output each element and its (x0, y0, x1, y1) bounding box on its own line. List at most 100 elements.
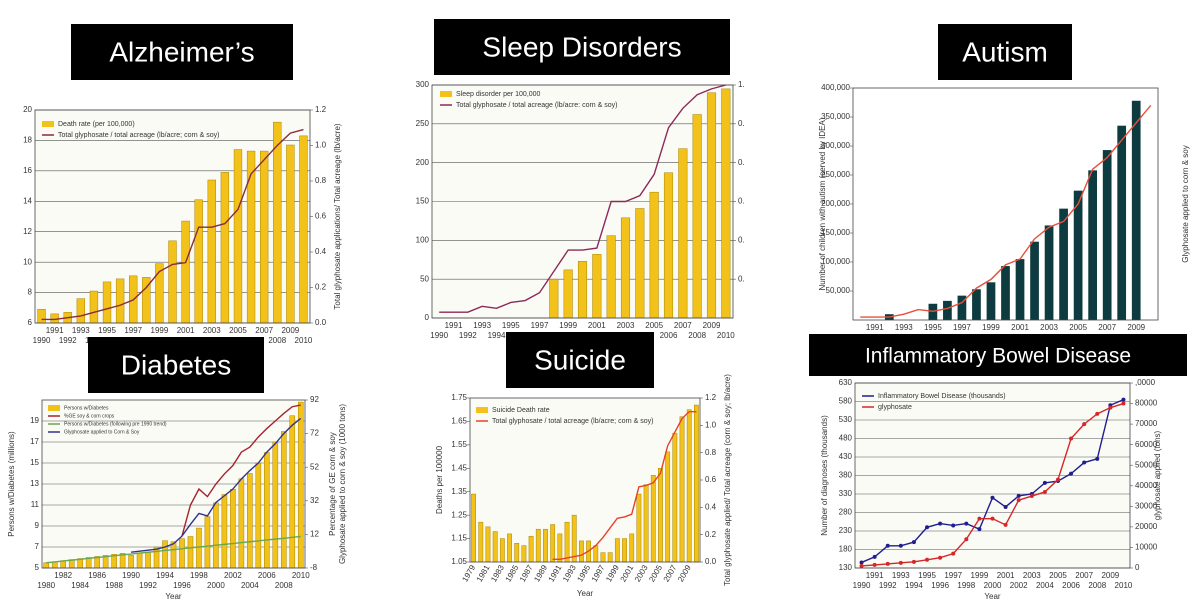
bar (557, 533, 563, 563)
legend-label: Suicide Death rate (492, 407, 550, 414)
bar (563, 269, 573, 319)
line-marker (872, 554, 877, 559)
bar (499, 538, 505, 563)
x-tick-label: 2007 (1098, 323, 1116, 332)
y-tick-label: 380 (839, 471, 853, 480)
chart-title: Inflammatory Bowel Disease (865, 345, 1131, 368)
title-box (506, 332, 654, 388)
y-tick-label: 480 (839, 434, 853, 443)
x-tick-label: 2005 (1069, 323, 1087, 332)
y-tick-label: 5 (35, 563, 40, 572)
line-marker (1055, 477, 1060, 482)
y-tick-label: 400,000 (821, 83, 850, 92)
plot-frame (431, 84, 734, 319)
bar (1117, 125, 1127, 320)
line-marker (898, 560, 903, 565)
line-marker (938, 521, 943, 526)
line-marker (1095, 411, 1100, 416)
line-marker (964, 521, 969, 526)
line-marker (1042, 480, 1047, 485)
y2-axis-label: Total glyphosate applied/ Total acreage … (723, 374, 732, 586)
y-tick-label: 1.45 (451, 463, 467, 472)
bar (170, 541, 177, 569)
x-tick-label: 2009 (1101, 571, 1119, 580)
y-axis-label: Persons w/Diabetes (millions) (7, 431, 16, 537)
y-tick-label: 1.25 (451, 510, 467, 519)
x-tick-label: 1993 (892, 571, 910, 580)
bar (273, 121, 282, 324)
x-tick-label: 1997 (124, 326, 142, 335)
line-marker (1069, 471, 1074, 476)
y-tick-label: 1.55 (451, 440, 467, 449)
y-tick-label: 50,000 (826, 286, 851, 295)
line-marker (872, 562, 877, 567)
chart-title: Diabetes (121, 349, 232, 380)
x-tick-label: 1989 (532, 563, 549, 583)
bar (230, 489, 236, 569)
legend-label: Total glyphosate / total acreage (lb/acr… (456, 102, 617, 109)
x-tick-label: 1992 (139, 581, 157, 590)
y-tick-label: 580 (839, 397, 853, 406)
x-tick-label: 1995 (98, 326, 116, 335)
x-tick-label: 1994 (905, 581, 923, 590)
y-tick-label: 250 (416, 119, 430, 128)
y-tick-label: 50 (420, 274, 429, 283)
legend-swatch (48, 405, 60, 411)
bar (76, 298, 86, 324)
bar (514, 543, 520, 563)
plot-frame (854, 382, 1131, 569)
legend-label: Persons w/Diabetes (64, 405, 109, 411)
line-marker (1095, 456, 1100, 461)
x-tick-label: 2003 (203, 326, 221, 335)
bar (678, 148, 688, 319)
x-tick-label: 1990 (122, 571, 140, 580)
x-tick-label: 2001 (177, 326, 195, 335)
bar (571, 514, 577, 563)
bar (692, 114, 702, 319)
bar (972, 289, 981, 320)
y-tick-label: 100,000 (821, 257, 850, 266)
y2-tick-label: 0.8 (705, 448, 717, 457)
line-marker (859, 560, 864, 565)
x-tick-label: 1991 (866, 323, 884, 332)
x-tick-label: 1992 (879, 581, 897, 590)
y2-tick-label: 40000 (1135, 481, 1158, 490)
y2-tick-label: 1. (738, 80, 745, 89)
y-tick-label: 530 (839, 415, 853, 424)
line-marker (925, 525, 930, 530)
x-tick-label: 1997 (531, 321, 549, 330)
y-tick-label: 16 (23, 166, 32, 175)
bar (255, 462, 262, 569)
y2-tick-label: 0. (738, 274, 745, 283)
plot-frame (852, 87, 1159, 321)
line-marker (1029, 494, 1034, 499)
line-marker (1042, 489, 1047, 494)
x-tick-label: 1991 (866, 571, 884, 580)
x-axis-label: Year (984, 592, 1001, 601)
y2-axis-label: Glyphosate applied to corn & soy (1000 t… (338, 404, 347, 564)
bar (168, 240, 177, 324)
x-tick-label: 2010 (295, 336, 313, 345)
y2-tick-label: 50000 (1135, 460, 1158, 469)
bar (649, 191, 659, 319)
x-tick-label: 2004 (1036, 581, 1054, 590)
x-tick-label: 1995 (575, 563, 592, 583)
plot-frame (469, 397, 701, 563)
bar (607, 552, 613, 563)
x-tick-label: 1998 (190, 571, 208, 580)
y2-tick-label: 80000 (1135, 399, 1158, 408)
bar (686, 409, 692, 563)
bar (694, 404, 699, 563)
x-tick-label: 2003 (1040, 323, 1058, 332)
legend-label: Total glyphosate / total acreage (lb/acr… (492, 418, 653, 425)
plot-frame (34, 109, 311, 324)
y2-tick-label: 0.6 (315, 212, 327, 221)
bar (213, 502, 219, 569)
x-tick-label: 1997 (590, 563, 607, 583)
bar (606, 235, 616, 319)
bar (600, 552, 606, 563)
x-tick-label: 1985 (504, 563, 521, 583)
chart-panel: Diabetes5791113151719-812325272921980198… (7, 337, 347, 601)
x-tick-label: 1991 (445, 321, 463, 330)
legend-label: Glyphosate applied to Corn & Soy (64, 429, 140, 435)
